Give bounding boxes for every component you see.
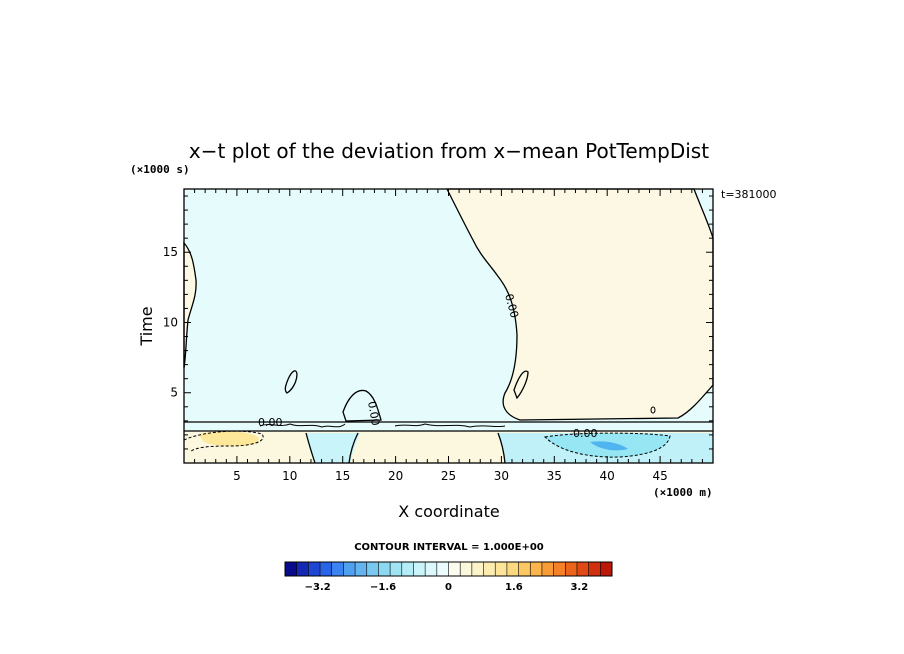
colorbar-swatch xyxy=(285,562,297,576)
x-tick-label: 40 xyxy=(600,469,615,483)
colorbar-tick-label: −3.2 xyxy=(305,582,331,593)
x-tick-label: 10 xyxy=(282,469,297,483)
y-tick-label: 15 xyxy=(163,245,178,259)
bottom-negative-patch-a xyxy=(306,433,360,463)
colorbar-swatch xyxy=(331,562,344,576)
x-axis-label: X coordinate xyxy=(398,502,499,521)
colorbar-swatch xyxy=(366,562,379,576)
x-axis-unit: (×1000 m) xyxy=(653,486,713,499)
colorbar-swatch xyxy=(600,562,613,576)
x-tick-label: 25 xyxy=(441,469,456,483)
x-tick-label: 20 xyxy=(388,469,403,483)
contour-blob-16k xyxy=(342,389,382,422)
colorbar-swatch xyxy=(530,562,543,576)
y-axis-label: Time xyxy=(137,306,156,346)
contour-label-left: 0.00 xyxy=(258,416,283,429)
colorbar-frame xyxy=(284,561,613,577)
colorbar-swatch xyxy=(471,562,484,576)
x-tick-label: 30 xyxy=(494,469,509,483)
contour-wiggle-a xyxy=(259,423,346,428)
positive-region-left xyxy=(183,241,197,369)
contour-left-bottom xyxy=(183,430,264,453)
colorbar-tick-label: 0 xyxy=(445,582,452,593)
plot-area: 0.00 0.00 0.00 0.00 xyxy=(183,188,714,464)
contour-label-right: 0.00 xyxy=(573,427,598,440)
contour-interval-text: CONTOUR INTERVAL = 1.000E+00 xyxy=(354,542,544,553)
colorbar-swatch xyxy=(495,562,508,576)
colorbar-tick-label: 3.2 xyxy=(570,582,588,593)
contour-x15 xyxy=(348,432,359,464)
colorbar-swatch xyxy=(588,562,601,576)
contour-neg-dashed xyxy=(543,432,671,458)
colorbar-swatch xyxy=(296,562,309,576)
x-tick-label: 45 xyxy=(652,469,667,483)
contour-x30 xyxy=(497,432,506,464)
contour-wiggle-b xyxy=(394,423,506,428)
x-tick-label: 15 xyxy=(335,469,350,483)
colorbar-swatch xyxy=(343,562,356,576)
colorbar-swatch xyxy=(320,562,333,576)
colorbar-swatch xyxy=(553,562,566,576)
x-tick-label: 35 xyxy=(547,469,562,483)
colorbar-swatch xyxy=(541,562,554,576)
colorbar-swatch xyxy=(413,562,426,576)
colorbar-swatch xyxy=(390,562,403,576)
time-stamp: t=381000 xyxy=(721,188,777,201)
colorbar-swatch xyxy=(436,562,449,576)
x-axis-ticks: 5 10 15 20 25 30 35 40 45 xyxy=(194,189,703,483)
colorbar-swatch xyxy=(576,562,589,576)
colorbar xyxy=(284,561,613,577)
colorbar-tick-label: −1.6 xyxy=(370,582,396,593)
colorbar-swatch xyxy=(401,562,414,576)
bottom-deep-negative xyxy=(590,441,628,451)
y-tick-label: 5 xyxy=(170,386,178,400)
contour-blob-10k xyxy=(284,370,298,394)
contour-label-middle: 0.00 xyxy=(365,400,382,426)
colorbar-swatch xyxy=(460,562,473,576)
contour-label-upper: 0.00 xyxy=(502,292,521,319)
contour-dot xyxy=(650,406,656,414)
colorbar-swatch xyxy=(308,562,321,576)
colorbar-swatch xyxy=(425,562,438,576)
y-tick-label: 10 xyxy=(163,315,178,329)
x-tick-label: 5 xyxy=(233,469,241,483)
colorbar-tick-label: 1.6 xyxy=(505,582,523,593)
contour-x12 xyxy=(305,432,316,464)
colorbar-swatch xyxy=(565,562,578,576)
bottom-strong-positive xyxy=(200,431,259,447)
contour-blob-31k xyxy=(513,370,529,400)
y-axis-unit: (×1000 s) xyxy=(130,163,190,176)
y-axis-ticks: 5 10 15 xyxy=(163,195,713,450)
colorbar-swatch xyxy=(448,562,461,576)
chart-title: x−t plot of the deviation from x−mean Po… xyxy=(189,139,709,163)
colorbar-swatch xyxy=(483,562,496,576)
colorbar-ticks: −3.2 −1.6 0 1.6 3.2 xyxy=(305,582,589,593)
colorbar-swatch xyxy=(355,562,368,576)
colorbar-swatch xyxy=(378,562,391,576)
colorbar-swatch xyxy=(506,562,519,576)
colorbar-swatch xyxy=(518,562,531,576)
